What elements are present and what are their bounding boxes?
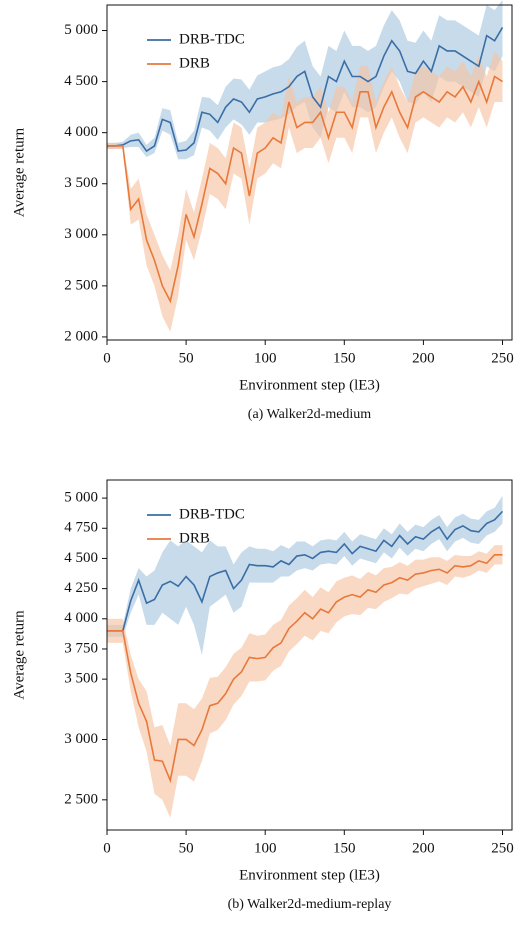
y-tick-label: 4 500 bbox=[64, 73, 98, 89]
y-tick-label: 3 000 bbox=[64, 731, 98, 747]
x-axis-label: Environment step (lE3) bbox=[239, 377, 380, 393]
x-tick-label: 150 bbox=[333, 840, 356, 856]
legend-label: DRB-TDC bbox=[179, 506, 245, 522]
plot-frame bbox=[106, 4, 513, 341]
y-tick-label: 3 750 bbox=[64, 640, 98, 656]
legend-label: DRB-TDC bbox=[179, 31, 245, 47]
y-tick-label: 5 000 bbox=[64, 490, 98, 506]
y-axis-label: Average return bbox=[11, 127, 27, 217]
x-axis-label: Environment step (lE3) bbox=[239, 867, 380, 883]
series-line bbox=[107, 554, 503, 784]
x-tick-label: 50 bbox=[179, 840, 194, 856]
legend-label: DRB bbox=[179, 530, 210, 546]
plot-frame bbox=[106, 479, 513, 831]
confidence-band bbox=[107, 0, 503, 160]
caption: (b) Walker2d-medium-replay bbox=[228, 897, 392, 912]
y-axis-label: Average return bbox=[11, 610, 27, 700]
y-tick-label: 4 250 bbox=[64, 580, 98, 596]
x-tick-label: 100 bbox=[254, 840, 277, 856]
caption: (a) Walker2d-medium bbox=[248, 407, 372, 422]
confidence-band bbox=[107, 545, 503, 818]
x-tick-label: 0 bbox=[103, 350, 111, 366]
x-tick-label: 250 bbox=[491, 840, 514, 856]
y-tick-label: 3 500 bbox=[64, 671, 98, 687]
y-tick-label: 2 000 bbox=[64, 328, 98, 344]
x-tick-label: 150 bbox=[333, 350, 356, 366]
x-tick-label: 200 bbox=[412, 350, 435, 366]
series-line bbox=[107, 27, 504, 153]
series-line bbox=[107, 510, 504, 632]
series-line bbox=[107, 75, 503, 304]
x-tick-label: 100 bbox=[254, 350, 277, 366]
y-tick-label: 3 000 bbox=[64, 226, 98, 242]
x-tick-label: 0 bbox=[103, 840, 111, 856]
legend-label: DRB bbox=[179, 55, 210, 71]
confidence-band bbox=[107, 495, 503, 655]
x-tick-label: 250 bbox=[491, 350, 514, 366]
y-tick-label: 4 000 bbox=[64, 610, 98, 626]
y-tick-label: 2 500 bbox=[64, 791, 98, 807]
y-tick-label: 4 750 bbox=[64, 520, 98, 536]
y-tick-label: 4 500 bbox=[64, 550, 98, 566]
x-tick-label: 200 bbox=[412, 840, 435, 856]
x-tick-label: 50 bbox=[179, 350, 194, 366]
y-tick-label: 5 000 bbox=[64, 22, 98, 38]
y-tick-label: 4 000 bbox=[64, 124, 98, 140]
y-tick-label: 2 500 bbox=[64, 277, 98, 293]
y-tick-label: 3 500 bbox=[64, 175, 98, 191]
